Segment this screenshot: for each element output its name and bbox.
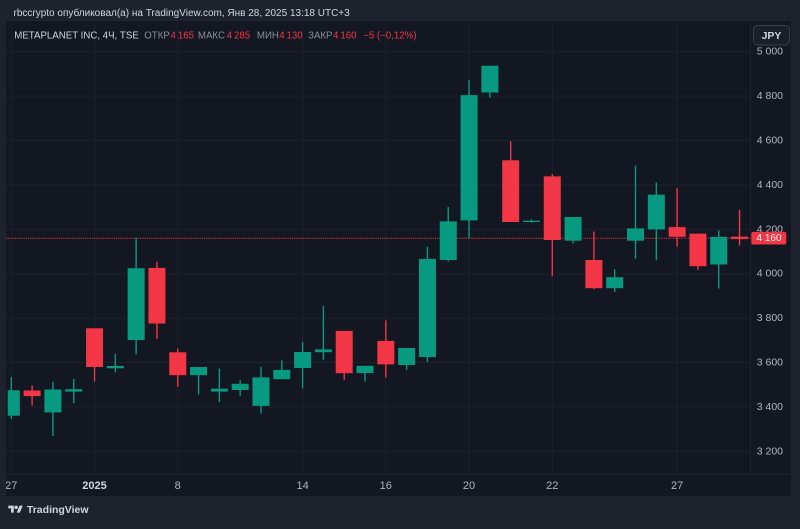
svg-text:МАКС: МАКС bbox=[198, 31, 225, 42]
svg-text:4 130: 4 130 bbox=[279, 31, 303, 42]
svg-text:4 165: 4 165 bbox=[171, 31, 195, 42]
svg-text:20: 20 bbox=[463, 480, 475, 492]
svg-text:rbccrypto опубликовал(а) на Tr: rbccrypto опубликовал(а) на TradingView.… bbox=[14, 7, 351, 19]
svg-text:4 160: 4 160 bbox=[333, 31, 357, 42]
svg-text:27: 27 bbox=[671, 480, 683, 492]
svg-text:ЗАКР: ЗАКР bbox=[308, 31, 332, 42]
svg-text:МИН: МИН bbox=[257, 31, 279, 42]
svg-text:27: 27 bbox=[5, 480, 17, 492]
svg-text:4 600: 4 600 bbox=[757, 135, 783, 147]
svg-text:4 400: 4 400 bbox=[757, 179, 783, 191]
svg-text:16: 16 bbox=[380, 480, 392, 492]
svg-text:14: 14 bbox=[296, 480, 308, 492]
svg-text:4 000: 4 000 bbox=[757, 268, 783, 280]
svg-text:3 400: 3 400 bbox=[757, 401, 783, 413]
svg-text:8: 8 bbox=[175, 480, 181, 492]
svg-text:ОТКР: ОТКР bbox=[144, 31, 170, 42]
svg-text:4 285: 4 285 bbox=[227, 31, 251, 42]
svg-text:3 600: 3 600 bbox=[757, 357, 783, 369]
svg-text:22: 22 bbox=[546, 480, 558, 492]
svg-text:3 200: 3 200 bbox=[757, 445, 783, 457]
svg-text:5 000: 5 000 bbox=[757, 46, 783, 58]
svg-text:2025: 2025 bbox=[82, 480, 106, 492]
svg-text:TradingView: TradingView bbox=[27, 504, 89, 516]
svg-text:4 160: 4 160 bbox=[756, 233, 781, 244]
svg-text:METAPLANET INC, 4Ч, TSE: METAPLANET INC, 4Ч, TSE bbox=[14, 31, 139, 42]
svg-text:JPY: JPY bbox=[762, 30, 782, 42]
svg-text:3 800: 3 800 bbox=[757, 312, 783, 324]
svg-text:4 800: 4 800 bbox=[757, 90, 783, 102]
svg-text:−5 (−0,12%): −5 (−0,12%) bbox=[363, 31, 416, 42]
